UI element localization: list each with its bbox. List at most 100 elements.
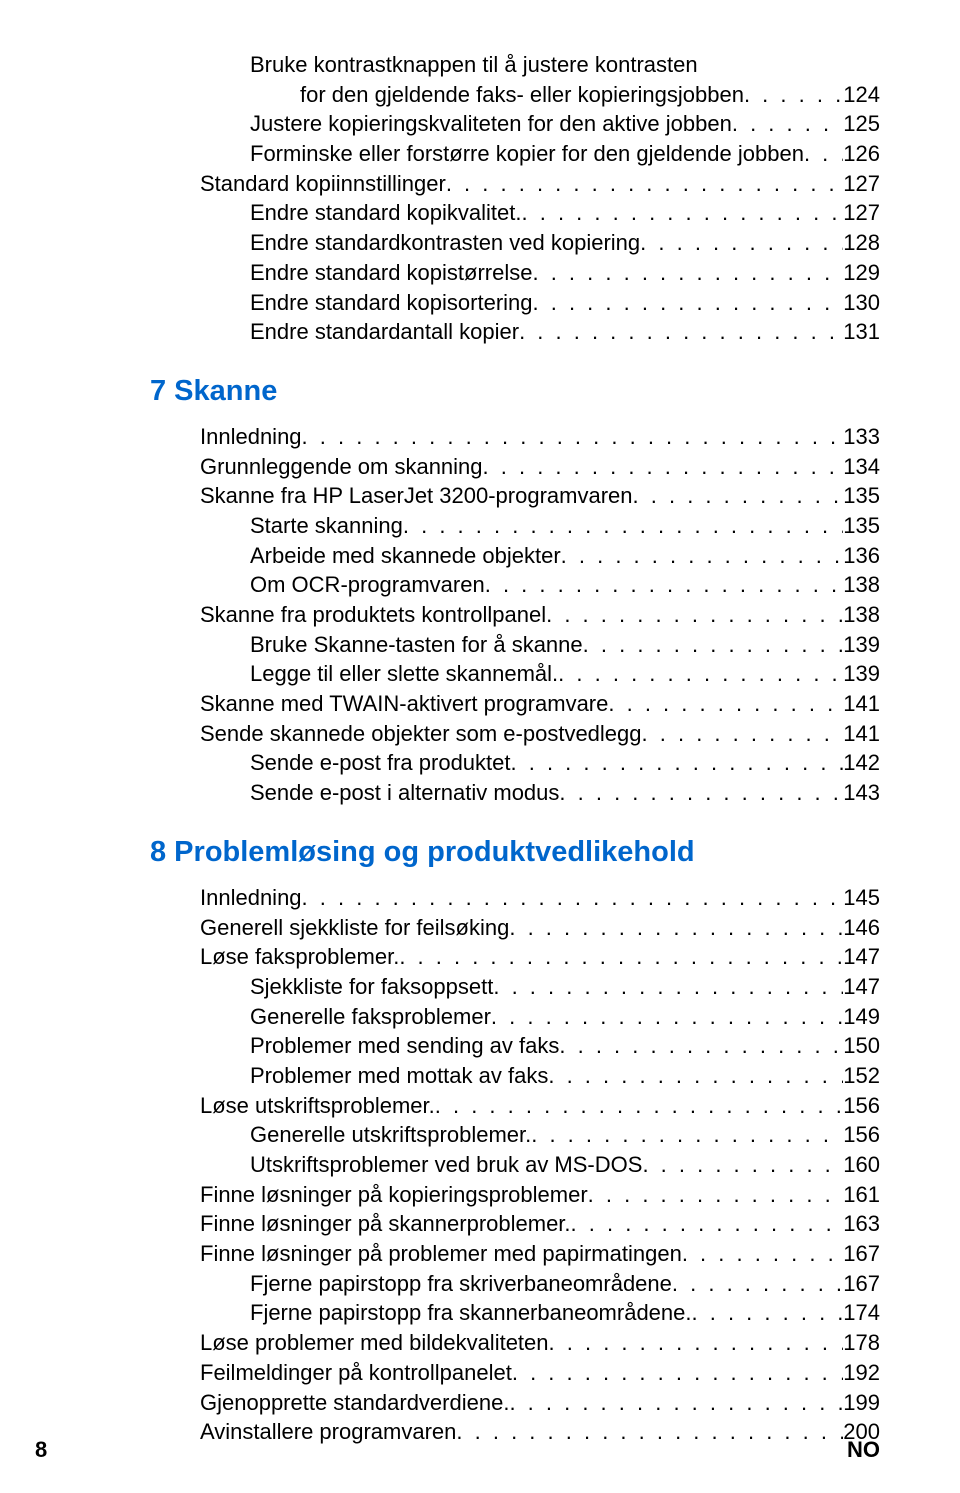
- toc-page: 152: [843, 1061, 880, 1091]
- toc-label: Skanne fra produktets kontrollpanel: [200, 600, 546, 630]
- toc-entry: Feilmeldinger på kontrollpanelet . . . .…: [80, 1358, 880, 1388]
- toc-entry: Løse utskriftsproblemer. . . . . . . . .…: [80, 1091, 880, 1121]
- toc-dots: . . . . . . . . . . . . . . . . . . . . …: [732, 109, 843, 139]
- toc-entry: Arbeide med skannede objekter . . . . . …: [80, 541, 880, 571]
- toc-dots: . . . . . . . . . . . . . . . . . . . . …: [640, 228, 843, 258]
- toc-dots: . . . . . . . . . . . . . . . . . . . . …: [483, 452, 844, 482]
- toc-label: Sende skannede objekter som e-postvedleg…: [200, 719, 642, 749]
- toc-label: Generell sjekkliste for feilsøking: [200, 913, 509, 943]
- section-heading-7: 7 Skanne: [80, 375, 880, 408]
- toc-dots: . . . . . . . . . . . . . . . . . . . . …: [692, 1298, 844, 1328]
- toc-dots: . . . . . . . . . . . . . . . . . . . . …: [493, 972, 843, 1002]
- toc-page: 125: [843, 109, 880, 139]
- toc-label: Gjenopprette standardverdiene.: [200, 1388, 509, 1418]
- toc-entry: Skanne fra HP LaserJet 3200-programvaren…: [80, 481, 880, 511]
- toc-label: Endre standard kopistørrelse: [250, 258, 532, 288]
- toc-entry: Sjekkliste for faksoppsett . . . . . . .…: [80, 972, 880, 1002]
- toc-dots: . . . . . . . . . . . . . . . . . . . . …: [672, 1269, 843, 1299]
- section-heading-8: 8 Problemløsing og produktvedlikehold: [80, 836, 880, 869]
- toc-label: Problemer med sending av faks: [250, 1031, 559, 1061]
- section8-entries: Innledning . . . . . . . . . . . . . . .…: [80, 883, 880, 1447]
- toc-dots: . . . . . . . . . . . . . . . . . . . . …: [571, 1209, 844, 1239]
- toc-dots: . . . . . . . . . . . . . . . . . . . . …: [549, 1328, 844, 1358]
- toc-label: Finne løsninger på problemer med papirma…: [200, 1239, 682, 1269]
- toc-page: 174: [843, 1298, 880, 1328]
- toc-label: Endre standard kopikvalitet.: [250, 198, 522, 228]
- toc-label: Starte skanning: [250, 511, 403, 541]
- toc-entry: for den gjeldende faks- eller kopierings…: [80, 80, 880, 110]
- toc-entry: Sende skannede objekter som e-postvedleg…: [80, 719, 880, 749]
- toc-page: 133: [843, 422, 880, 452]
- toc-content: Bruke kontrastknappen til å justere kont…: [80, 50, 880, 1447]
- toc-dots: . . . . . . . . . . . . . . . . . . . . …: [642, 1150, 843, 1180]
- toc-dots: . . . . . . . . . . . . . . . . . . . . …: [302, 883, 844, 913]
- toc-dots: . . . . . . . . . . . . . . . . . . . . …: [509, 1388, 843, 1418]
- toc-entry: Generelle faksproblemer . . . . . . . . …: [80, 1002, 880, 1032]
- toc-entry: Problemer med sending av faks . . . . . …: [80, 1031, 880, 1061]
- toc-label: Innledning: [200, 883, 302, 913]
- toc-dots: . . . . . . . . . . . . . . . . . . . . …: [546, 600, 843, 630]
- toc-page: 163: [843, 1209, 880, 1239]
- section7-entries: Innledning . . . . . . . . . . . . . . .…: [80, 422, 880, 808]
- toc-entry: Legge til eller slette skannemål. . . . …: [80, 659, 880, 689]
- toc-page: 135: [843, 481, 880, 511]
- toc-label: Skanne med TWAIN-aktivert programvare: [200, 689, 608, 719]
- toc-label: Løse faksproblemer.: [200, 942, 399, 972]
- toc-page: 147: [843, 942, 880, 972]
- toc-dots: . . . . . . . . . . . . . . . . . . . . …: [559, 778, 843, 808]
- toc-entry: Løse faksproblemer. . . . . . . . . . . …: [80, 942, 880, 972]
- toc-entry: Generelle utskriftsproblemer. . . . . . …: [80, 1120, 880, 1150]
- toc-page: 145: [843, 883, 880, 913]
- toc-entry: Gjenopprette standardverdiene. . . . . .…: [80, 1388, 880, 1418]
- toc-label: for den gjeldende faks- eller kopierings…: [300, 80, 744, 110]
- toc-dots: . . . . . . . . . . . . . . . . . . . . …: [399, 942, 843, 972]
- toc-page: 127: [843, 198, 880, 228]
- toc-entry: Sende e-post fra produktet . . . . . . .…: [80, 748, 880, 778]
- toc-entry: Skanne fra produktets kontrollpanel . . …: [80, 600, 880, 630]
- toc-page: 138: [843, 600, 880, 630]
- toc-page: 141: [843, 719, 880, 749]
- toc-entry: Endre standard kopistørrelse . . . . . .…: [80, 258, 880, 288]
- toc-page: 127: [843, 169, 880, 199]
- toc-page: 139: [843, 630, 880, 660]
- toc-label: Generelle faksproblemer: [250, 1002, 491, 1032]
- toc-entry: Bruke Skanne-tasten for å skanne . . . .…: [80, 630, 880, 660]
- toc-page: 156: [843, 1120, 880, 1150]
- toc-label: Sende e-post i alternativ modus: [250, 778, 559, 808]
- toc-page: 129: [843, 258, 880, 288]
- toc-page: 160: [843, 1150, 880, 1180]
- toc-dots: . . . . . . . . . . . . . . . . . . . . …: [588, 1180, 844, 1210]
- toc-page: 128: [843, 228, 880, 258]
- toc-entry: Starte skanning . . . . . . . . . . . . …: [80, 511, 880, 541]
- toc-dots: . . . . . . . . . . . . . . . . . . . . …: [533, 288, 844, 318]
- toc-dots: . . . . . . . . . . . . . . . . . . . . …: [531, 1120, 843, 1150]
- toc-label: Forminske eller forstørre kopier for den…: [250, 139, 804, 169]
- toc-dots: . . . . . . . . . . . . . . . . . . . . …: [804, 139, 843, 169]
- toc-label: Fjerne papirstopp fra skannerbaneområden…: [250, 1298, 692, 1328]
- toc-entry: Forminske eller forstørre kopier for den…: [80, 139, 880, 169]
- toc-page: 150: [843, 1031, 880, 1061]
- toc-entry: Skanne med TWAIN-aktivert programvare . …: [80, 689, 880, 719]
- toc-label: Feilmeldinger på kontrollpanelet: [200, 1358, 512, 1388]
- toc-dots: . . . . . . . . . . . . . . . . . . . . …: [682, 1239, 843, 1269]
- toc-entry: Fjerne papirstopp fra skannerbaneområden…: [80, 1298, 880, 1328]
- lang-code: NO: [847, 1437, 880, 1463]
- toc-page: 135: [843, 511, 880, 541]
- toc-dots: . . . . . . . . . . . . . . . . . . . . …: [548, 1061, 843, 1091]
- toc-dots: . . . . . . . . . . . . . . . . . . . . …: [744, 80, 843, 110]
- toc-dots: . . . . . . . . . . . . . . . . . . . . …: [532, 258, 843, 288]
- toc-page: 167: [843, 1239, 880, 1269]
- toc-dots: . . . . . . . . . . . . . . . . . . . . …: [642, 719, 844, 749]
- toc-page: 126: [843, 139, 880, 169]
- toc-dots: . . . . . . . . . . . . . . . . . . . . …: [509, 913, 843, 943]
- toc-label: Utskriftsproblemer ved bruk av MS-DOS: [250, 1150, 642, 1180]
- toc-dots: . . . . . . . . . . . . . . . . . . . . …: [511, 748, 844, 778]
- toc-page: 142: [843, 748, 880, 778]
- toc-label: Justere kopieringskvaliteten for den akt…: [250, 109, 732, 139]
- toc-label: Endre standardkontrasten ved kopiering: [250, 228, 640, 258]
- toc-entry: Justere kopieringskvaliteten for den akt…: [80, 109, 880, 139]
- toc-dots: . . . . . . . . . . . . . . . . . . . . …: [403, 511, 843, 541]
- toc-label: Grunnleggende om skanning: [200, 452, 483, 482]
- toc-entry: Innledning . . . . . . . . . . . . . . .…: [80, 422, 880, 452]
- toc-label: Løse utskriftsproblemer.: [200, 1091, 435, 1121]
